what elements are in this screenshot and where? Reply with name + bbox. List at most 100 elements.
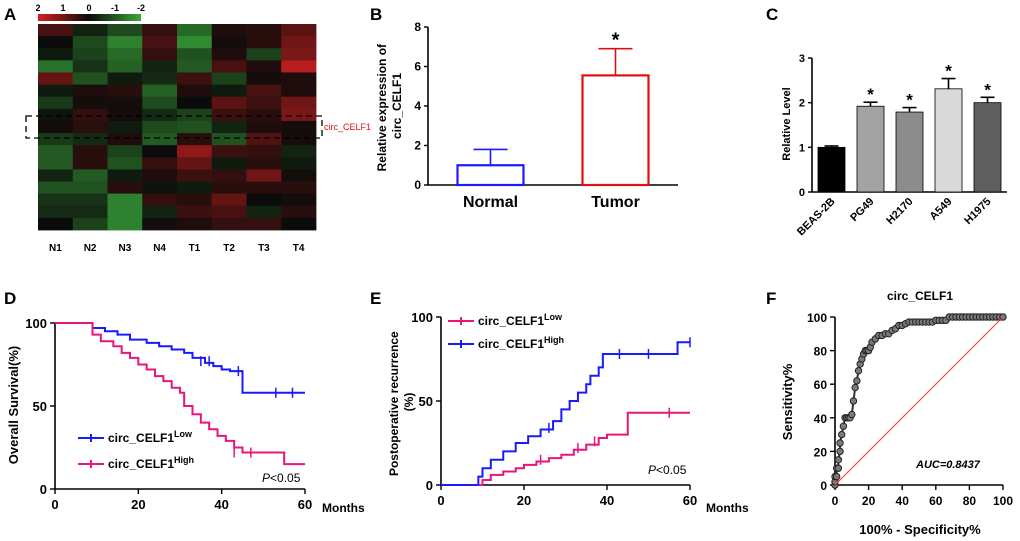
x-tick-label: Tumor [591,194,640,211]
y-tick-label: 2 [799,98,805,110]
heatmap-cell [211,96,247,110]
heatmap-cell [246,120,282,134]
series-line [55,322,305,466]
bar [856,105,885,193]
heatmap-cell [107,120,143,134]
heatmap-cells [38,24,317,231]
significance-marker: * [612,30,620,52]
x-axis-label-e: Months [706,501,749,515]
heatmap-cell [142,120,178,134]
y-tick-label: 50 [419,394,433,409]
roc-point [854,367,863,375]
heatmap-cell [142,193,178,207]
heatmap-cell [211,181,247,195]
heatmap-cell [177,72,213,85]
heatmap-cell [142,48,178,61]
heatmap-cell [246,157,282,170]
legend-label-low: circ_CELF1Low [108,429,193,445]
heatmap-cell [177,84,213,98]
heatmap-cell [107,60,143,73]
series-line [441,341,690,486]
heatmap-cell [177,96,213,110]
significance-marker: * [984,80,991,99]
panel-letter-f: F [766,289,776,308]
heatmap-cell [142,24,178,37]
legend-base: circ_CELF1 [108,457,174,471]
roc-point [853,377,861,385]
y-tick-label: 4 [414,99,421,113]
heatmap-cell [246,60,282,73]
heatmap-cell [211,217,247,231]
legend-base: circ_CELF1 [478,337,544,351]
heatmap-cell [177,120,213,134]
legend-label-high: circ_CELF1High [108,455,194,471]
legend-base: circ_CELF1 [108,431,174,445]
heatmap-cell [246,108,282,122]
heatmap-cell [38,205,74,219]
heatmap-cell [177,24,213,37]
heatmap-cell [142,133,178,146]
panel-letter-b: B [370,5,382,24]
x-tick-label: 100 [993,494,1013,508]
y-tick-label: 1 [799,142,805,154]
heatmap-cell [107,84,143,98]
heatmap-cell [72,217,108,231]
auc-label: AUC=0.8437 [915,459,981,471]
heatmap-cell [142,96,178,110]
heatmap-cell [72,24,108,37]
heatmap-cell [38,48,74,61]
heatmap-cell [72,108,108,122]
series-line [441,411,690,486]
heatmap-cell [246,145,282,158]
heatmap-cell [72,72,108,85]
heatmap-cell [72,193,108,207]
x-tick-label: 20 [517,493,531,508]
heatmap-cell [142,157,178,170]
heatmap-cell [38,36,74,49]
y-axis-label-d: Overall Survival(%) [6,346,21,465]
heatmap-cell [107,193,143,207]
heatmap-cell [281,120,317,134]
legend-label-low: circ_CELF1Low [478,312,563,328]
x-tick-label: 60 [683,493,697,508]
y-axis-label-c: Relative Level [781,87,793,160]
bar [934,88,963,193]
y-axis-label-f: Sensitivity% [780,363,795,440]
x-tick-label: 0 [51,497,58,512]
roc-chart-f: 0 20 40 60 80 100 0 20 40 60 80 100 circ_CELF1 Sens… [780,289,1013,537]
heatmap-cell [246,84,282,98]
heatmap-cell [38,84,74,98]
heatmap-cell [281,217,317,231]
heatmap-cell [38,181,74,195]
heatmap-cell [107,108,143,122]
heatmap-cell [246,217,282,231]
x-tick-label: 60 [929,494,943,508]
legend-e: circ_CELF1Low circ_CELF1High [448,312,564,351]
heatmap-cell [281,24,317,37]
roc-point [834,464,843,472]
heatmap-cell [246,36,282,49]
heatmap-cell [211,48,247,61]
x-tick-label: H1975 [962,196,993,227]
y-tick-label: 100 [411,310,433,325]
roc-point [836,439,844,447]
heatmap-cell [38,145,74,158]
heatmap-column-label: N1 [49,243,62,254]
heatmap-cell [72,60,108,73]
bar [456,164,525,187]
x-tick-label: 20 [862,494,876,508]
x-tick-label: 0 [437,493,444,508]
heatmap-cell [38,169,74,182]
p-value-d: P<0.05 [262,471,301,485]
highlight-box [25,115,323,139]
heatmap-cell [142,36,178,49]
heatmap-cell [177,133,213,146]
y-axis-label-b: Relative expression of circ_CELF1 [375,41,404,172]
heatmap-cell [72,84,108,98]
heatmap-cell [38,217,74,231]
y-tick-label: 2 [414,139,421,153]
heatmap-cell [177,145,213,158]
y-tick-label: 6 [414,60,421,74]
heatmap-column-label: N4 [153,243,166,254]
